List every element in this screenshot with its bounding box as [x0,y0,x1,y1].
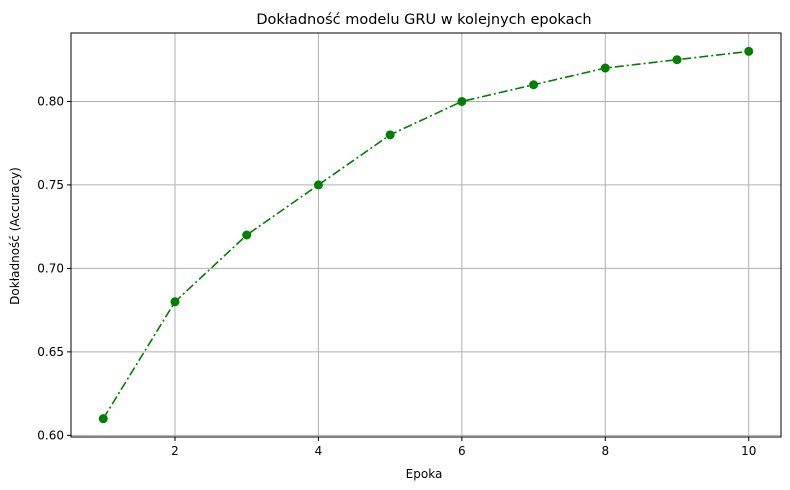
y-tick-label: 0.75 [37,178,64,192]
x-tick-label: 4 [315,444,323,458]
tick-layer: 2 4 6 8 10 0.60 0.65 0.70 0.75 0.80 [37,94,756,458]
data-point [457,96,467,106]
chart-title: Dokładność modelu GRU w kolejnych epokac… [256,12,591,28]
y-tick-label: 0.60 [37,428,64,442]
data-point [385,130,395,140]
data-point [98,414,108,424]
data-point [242,230,252,240]
plot-frame [70,32,782,438]
x-tick-label: 8 [601,444,609,458]
y-tick-label: 0.80 [37,94,64,108]
series-layer [98,46,754,424]
x-tick-label: 2 [171,444,179,458]
data-point [529,80,539,90]
y-tick-label: 0.65 [37,345,64,359]
x-tick-label: 10 [741,444,756,458]
y-tick-label: 0.70 [37,261,64,275]
data-point [170,297,180,307]
data-point [600,63,610,73]
data-point [313,180,323,190]
x-axis-title: Epoka [406,467,443,481]
data-point [672,55,682,65]
data-point [744,46,754,56]
x-tick-label: 6 [458,444,466,458]
y-axis-title: Dokładność (Accuracy) [8,167,22,305]
series-line [102,50,749,420]
grid-lines [71,33,781,437]
